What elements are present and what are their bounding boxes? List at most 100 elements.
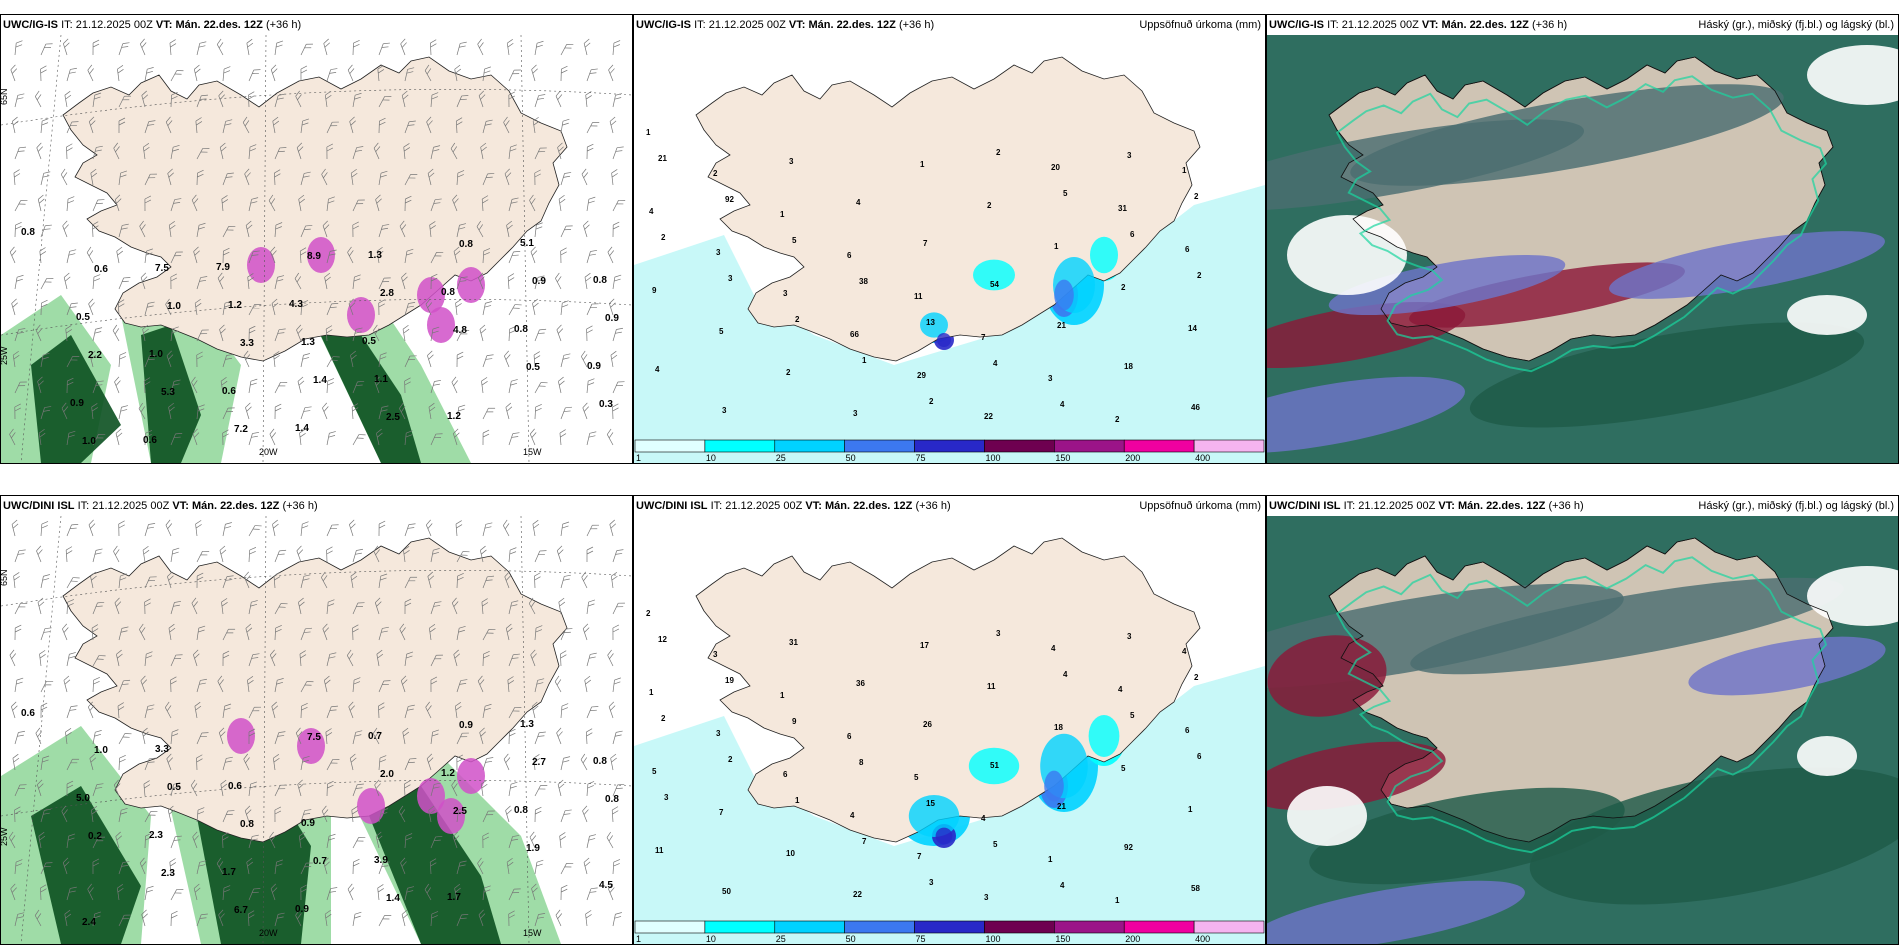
colorbar-tick: 25 (776, 934, 786, 944)
wind-value: 1.2 (228, 300, 242, 311)
wind-value: 0.6 (222, 386, 236, 397)
colorbar-tick: 100 (985, 934, 1000, 944)
precip-map: 1216117321433662922203169523121214433475… (634, 35, 1265, 463)
colorbar-tick: 50 (846, 453, 856, 463)
precip-value: 4 (1060, 400, 1065, 409)
precip-value: 92 (725, 195, 734, 204)
wind-value: 3.9 (374, 855, 388, 866)
wind-value: 0.8 (605, 794, 619, 805)
colorbar-swatch (704, 920, 776, 934)
lon-label: 20W (259, 928, 278, 938)
colorbar-swatch (844, 920, 915, 934)
precip-value: 4 (1182, 647, 1187, 656)
colorbar-tick: 75 (916, 453, 926, 463)
wind-value: 8.9 (307, 251, 321, 262)
colorbar-swatch (774, 439, 845, 453)
panel-title: UWC/IG-IS IT: 21.12.2025 00Z VT: Mán. 22… (634, 15, 1265, 35)
precip-value-labels: 1216117321433662922203169523121214433475… (646, 128, 1202, 424)
wind-value: 0.6 (228, 781, 242, 792)
precip-value: 66 (850, 330, 859, 339)
precip-value: 6 (1185, 245, 1190, 254)
precip-value: 9 (652, 286, 657, 295)
precip-value: 3 (722, 406, 727, 415)
colorbar-swatch (914, 920, 985, 934)
colorbar-tick: 1 (636, 934, 641, 944)
precip-colorbar: 1 10 25 50 75 100 150 200 400 (634, 920, 1265, 944)
wind-value: 1.3 (368, 250, 382, 261)
precip-value: 4 (856, 198, 861, 207)
precip-value: 50 (722, 887, 731, 896)
precip-value: 31 (789, 638, 798, 647)
precip-value: 18 (1124, 362, 1133, 371)
precip-value: 11 (914, 292, 923, 301)
wind-value: 3.3 (155, 744, 169, 755)
wind-value: 1.2 (447, 411, 461, 422)
graticule (1, 516, 632, 944)
precip-map: 2316541141364734465710221711185111503136… (634, 516, 1265, 944)
cloud-map (1267, 35, 1898, 463)
wind-value: 1.9 (526, 843, 540, 854)
panel-title: UWC/DINI ISL IT: 21.12.2025 00Z VT: Mán.… (1267, 496, 1898, 516)
precip-value: 51 (990, 761, 999, 770)
colorbar-tick: 400 (1195, 934, 1210, 944)
precip-value: 4 (1060, 881, 1065, 890)
precip-value: 17 (920, 641, 929, 650)
wind-value: 0.5 (362, 336, 376, 347)
cloud-panel-row1: UWC/IG-IS IT: 21.12.2025 00Z VT: Mán. 22… (1266, 14, 1899, 464)
precip-value: 29 (917, 371, 926, 380)
precip-value: 5 (1130, 711, 1135, 720)
panel-title: UWC/IG-IS IT: 21.12.2025 00Z VT: Mán. 22… (3, 19, 302, 31)
lon-label: 15W (523, 928, 542, 938)
wind-value: 0.8 (514, 324, 528, 335)
precip-value: 36 (856, 679, 865, 688)
precip-value: 38 (859, 277, 868, 286)
precip-value: 22 (853, 890, 862, 899)
wind-value: 1.0 (94, 745, 108, 756)
colorbar-tick: 10 (706, 453, 716, 463)
precip-value: 2 (1121, 283, 1126, 292)
colorbar-tick: 200 (1125, 453, 1140, 463)
precip-value: 4 (655, 365, 660, 374)
graticule (1, 35, 632, 463)
wind-panel-row2: UWC/DINI ISL IT: 21.12.2025 00Z VT: Mán.… (0, 495, 633, 945)
colorbar-swatch (1054, 439, 1125, 453)
colorbar-swatch (774, 920, 845, 934)
precip-value: 5 (993, 840, 998, 849)
wind-value: 7.2 (234, 424, 248, 435)
wind-value: 0.8 (459, 239, 473, 250)
precip-value: 7 (862, 837, 867, 846)
wind-value: 1.4 (313, 375, 327, 386)
precip-value: 1 (1115, 896, 1120, 905)
wind-value: 1.0 (82, 436, 96, 447)
precip-value: 3 (1127, 632, 1132, 641)
wind-value: 2.3 (149, 830, 163, 841)
precip-value: 3 (783, 289, 788, 298)
precip-value: 1 (646, 128, 651, 137)
iceland-land (62, 537, 568, 843)
precip-value: 2 (713, 169, 718, 178)
precip-value: 46 (1191, 403, 1200, 412)
precip-value: 2 (996, 148, 1001, 157)
wind-value: 0.6 (21, 708, 35, 719)
precip-value: 26 (923, 720, 932, 729)
precip-value: 31 (1118, 204, 1127, 213)
cloud-map (1267, 516, 1898, 944)
wind-barbs (8, 519, 625, 927)
panel-title: UWC/IG-IS IT: 21.12.2025 00Z VT: Mán. 22… (1267, 15, 1898, 35)
wind-value: 4.8 (453, 325, 467, 336)
wind-value: 4.5 (599, 880, 613, 891)
precip-value: 2 (987, 201, 992, 210)
wind-value: 3.3 (240, 338, 254, 349)
wind-value: 0.5 (526, 362, 540, 373)
wind-value: 2.4 (82, 917, 96, 928)
precip-value: 6 (1185, 726, 1190, 735)
precip-value: 2 (795, 315, 800, 324)
precip-value: 3 (984, 893, 989, 902)
wind-value: 5.0 (76, 793, 90, 804)
precip-value: 5 (719, 327, 724, 336)
wind-value: 1.0 (167, 301, 181, 312)
wind-value: 1.4 (295, 423, 309, 434)
precip-value: 4 (981, 814, 986, 823)
precip-value: 6 (847, 251, 852, 260)
